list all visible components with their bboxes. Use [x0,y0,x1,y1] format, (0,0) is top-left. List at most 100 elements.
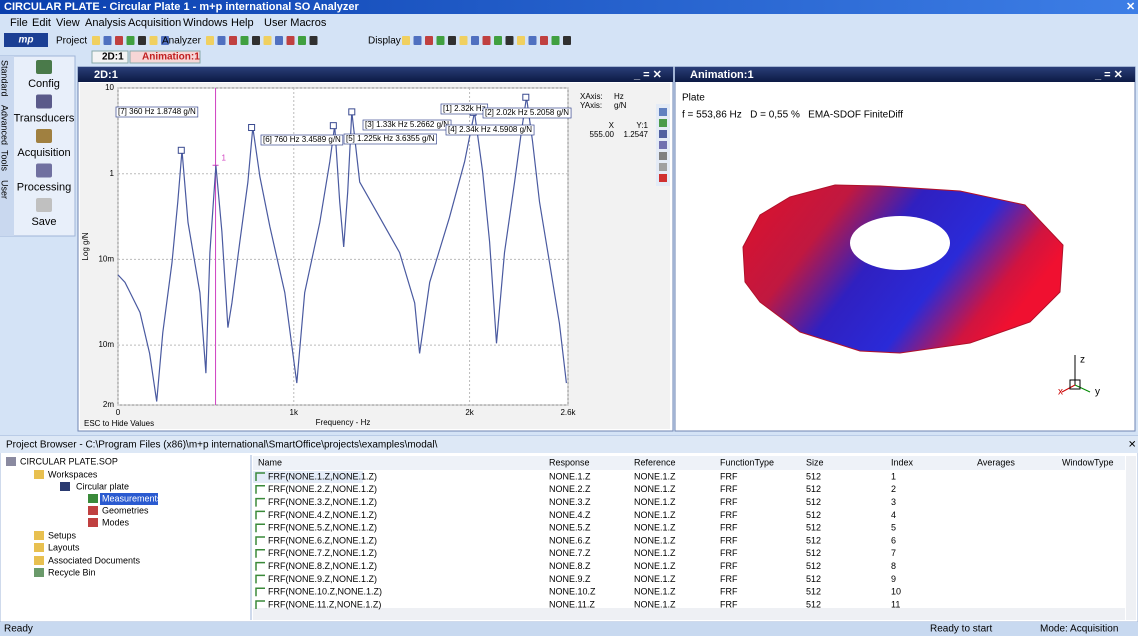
table-cell[interactable]: FRF(NONE.7.Z,NONE.1.Z) [268,548,377,558]
menu-item[interactable]: Acquisition [128,17,181,29]
table-cell[interactable]: FRF(NONE.4.Z,NONE.1.Z) [268,510,377,520]
toolbar-button[interactable] [286,36,295,45]
table-cell: FRF [720,523,738,533]
toolbar-button[interactable] [540,36,548,45]
toolbar-button[interactable] [217,36,226,45]
tree-item[interactable]: Recycle Bin [48,567,96,577]
toolbar-button[interactable] [436,36,445,45]
tree-item[interactable]: Circular plate [76,481,129,491]
table-cell: FRF [720,484,738,494]
toolbar-button[interactable] [563,36,571,45]
tree-item[interactable]: Associated Documents [48,555,141,565]
window-buttons[interactable]: _ = ✕ [1094,69,1123,81]
axis-x-label: x [1058,387,1063,398]
table-cell: NONE.1.Z [634,599,676,609]
toolbar-button[interactable] [482,36,491,45]
tree-item[interactable]: Modes [102,517,130,527]
tree-icon [88,518,98,527]
toolbar-button[interactable] [309,36,318,45]
tree-item[interactable]: Layouts [48,542,80,552]
table-cell[interactable]: FRF(NONE.6.Z,NONE.1.Z) [268,535,377,545]
toolbar-button[interactable] [103,36,112,45]
toolbar-button[interactable] [240,36,249,45]
sidebar-item[interactable]: Processing [17,181,71,193]
plot-tool-button[interactable] [659,119,667,127]
tree-selection [100,493,158,505]
close-app[interactable]: ✕ [1126,1,1135,13]
table-cell[interactable]: FRF(NONE.1.Z,NONE.1.Z) [268,471,377,481]
toolbar-button[interactable] [92,36,100,45]
h-scrollbar[interactable] [253,608,1125,620]
doc-tab[interactable] [91,50,129,64]
toolbar-button[interactable] [149,36,158,45]
tree-item[interactable]: CIRCULAR PLATE.SOP [20,456,118,466]
menu-item[interactable]: Analysis [85,17,126,29]
plot-tool-button[interactable] [659,108,667,116]
toolbar-button[interactable] [126,36,135,45]
sidebar-item[interactable]: Config [28,78,60,90]
v-scrollbar[interactable] [1126,456,1136,620]
table-cell[interactable]: FRF(NONE.11.Z,NONE.1.Z) [268,599,381,609]
plot-tool-button[interactable] [659,163,667,171]
window-buttons[interactable]: _ = ✕ [633,69,662,81]
doc-tab[interactable] [129,50,201,64]
toolbar-button[interactable] [138,36,146,45]
toolbar-button[interactable] [263,36,272,45]
row-icon [255,561,265,571]
sidebar-item[interactable]: Save [31,216,56,228]
toolbar-button[interactable] [528,36,537,45]
toolbar-button[interactable] [413,36,422,45]
menu-item[interactable]: Help [231,17,254,29]
close-browser[interactable]: ✕ [1128,440,1136,451]
table-header [253,456,1125,470]
toolbar-button[interactable] [252,36,260,45]
toolbar-button[interactable] [298,36,306,45]
menu-item[interactable]: Edit [32,17,51,29]
toolbar-button[interactable] [494,36,502,45]
plot-tool-button[interactable] [659,174,667,182]
status-bar [0,622,1138,636]
toolbar-button[interactable] [402,36,410,45]
menu-item[interactable]: File [10,17,28,29]
plot-tool-button[interactable] [659,130,667,138]
toolbar-button[interactable] [275,36,283,45]
table-cell[interactable]: FRF(NONE.10.Z,NONE.1.Z) [268,587,382,597]
toolbar-button[interactable] [115,36,123,45]
table-cell[interactable]: FRF(NONE.9.Z,NONE.1.Z) [268,574,377,584]
table-cell[interactable]: FRF(NONE.2.Z,NONE.1.Z) [268,484,377,494]
table-cell[interactable]: FRF(NONE.8.Z,NONE.1.Z) [268,561,377,571]
table-cell[interactable]: FRF(NONE.3.Z,NONE.1.Z) [268,497,377,507]
menu-item[interactable]: User Macros [264,17,327,29]
annotation-box [482,107,572,119]
plot-tool-button[interactable] [659,152,667,160]
toolbar-button[interactable] [471,36,479,45]
toolbar-button[interactable] [551,36,560,45]
table-cell: NONE.1.Z [634,471,676,481]
toolbar-button[interactable] [229,36,237,45]
toolbar-group-label: Analyzer [162,36,202,47]
tree-item[interactable]: Setups [48,530,77,540]
table-cell[interactable]: FRF(NONE.5.Z,NONE.1.Z) [268,523,377,533]
plot-tool-button[interactable] [659,141,667,149]
sidebar-item[interactable]: Acquisition [17,147,70,159]
tree-item[interactable]: Geometries [102,505,149,515]
tree-item[interactable]: Measurements [102,493,162,503]
annotation-box [260,134,344,146]
sidebar-tab: Advanced [0,105,10,145]
toolbar-button[interactable] [448,36,456,45]
sidebar-item[interactable]: Transducers [14,112,75,124]
app-title: CIRCULAR PLATE - Circular Plate 1 - m+p … [4,1,360,13]
table-cell: 512 [806,599,821,609]
menu-item[interactable]: Windows [183,17,228,29]
toolbar-button[interactable] [459,36,468,45]
toolbar-button[interactable] [206,36,214,45]
menu-item[interactable]: View [56,17,80,29]
toolbar-button[interactable] [517,36,525,45]
column-header: Size [806,457,824,467]
table-cell: NONE.8.Z [549,561,591,571]
x-axis-label: Frequency - Hz [316,418,371,427]
toolbar-button[interactable] [425,36,433,45]
tree-item[interactable]: Workspaces [48,469,98,479]
toolbar-button[interactable] [505,36,514,45]
toolbar-button[interactable] [161,36,169,45]
